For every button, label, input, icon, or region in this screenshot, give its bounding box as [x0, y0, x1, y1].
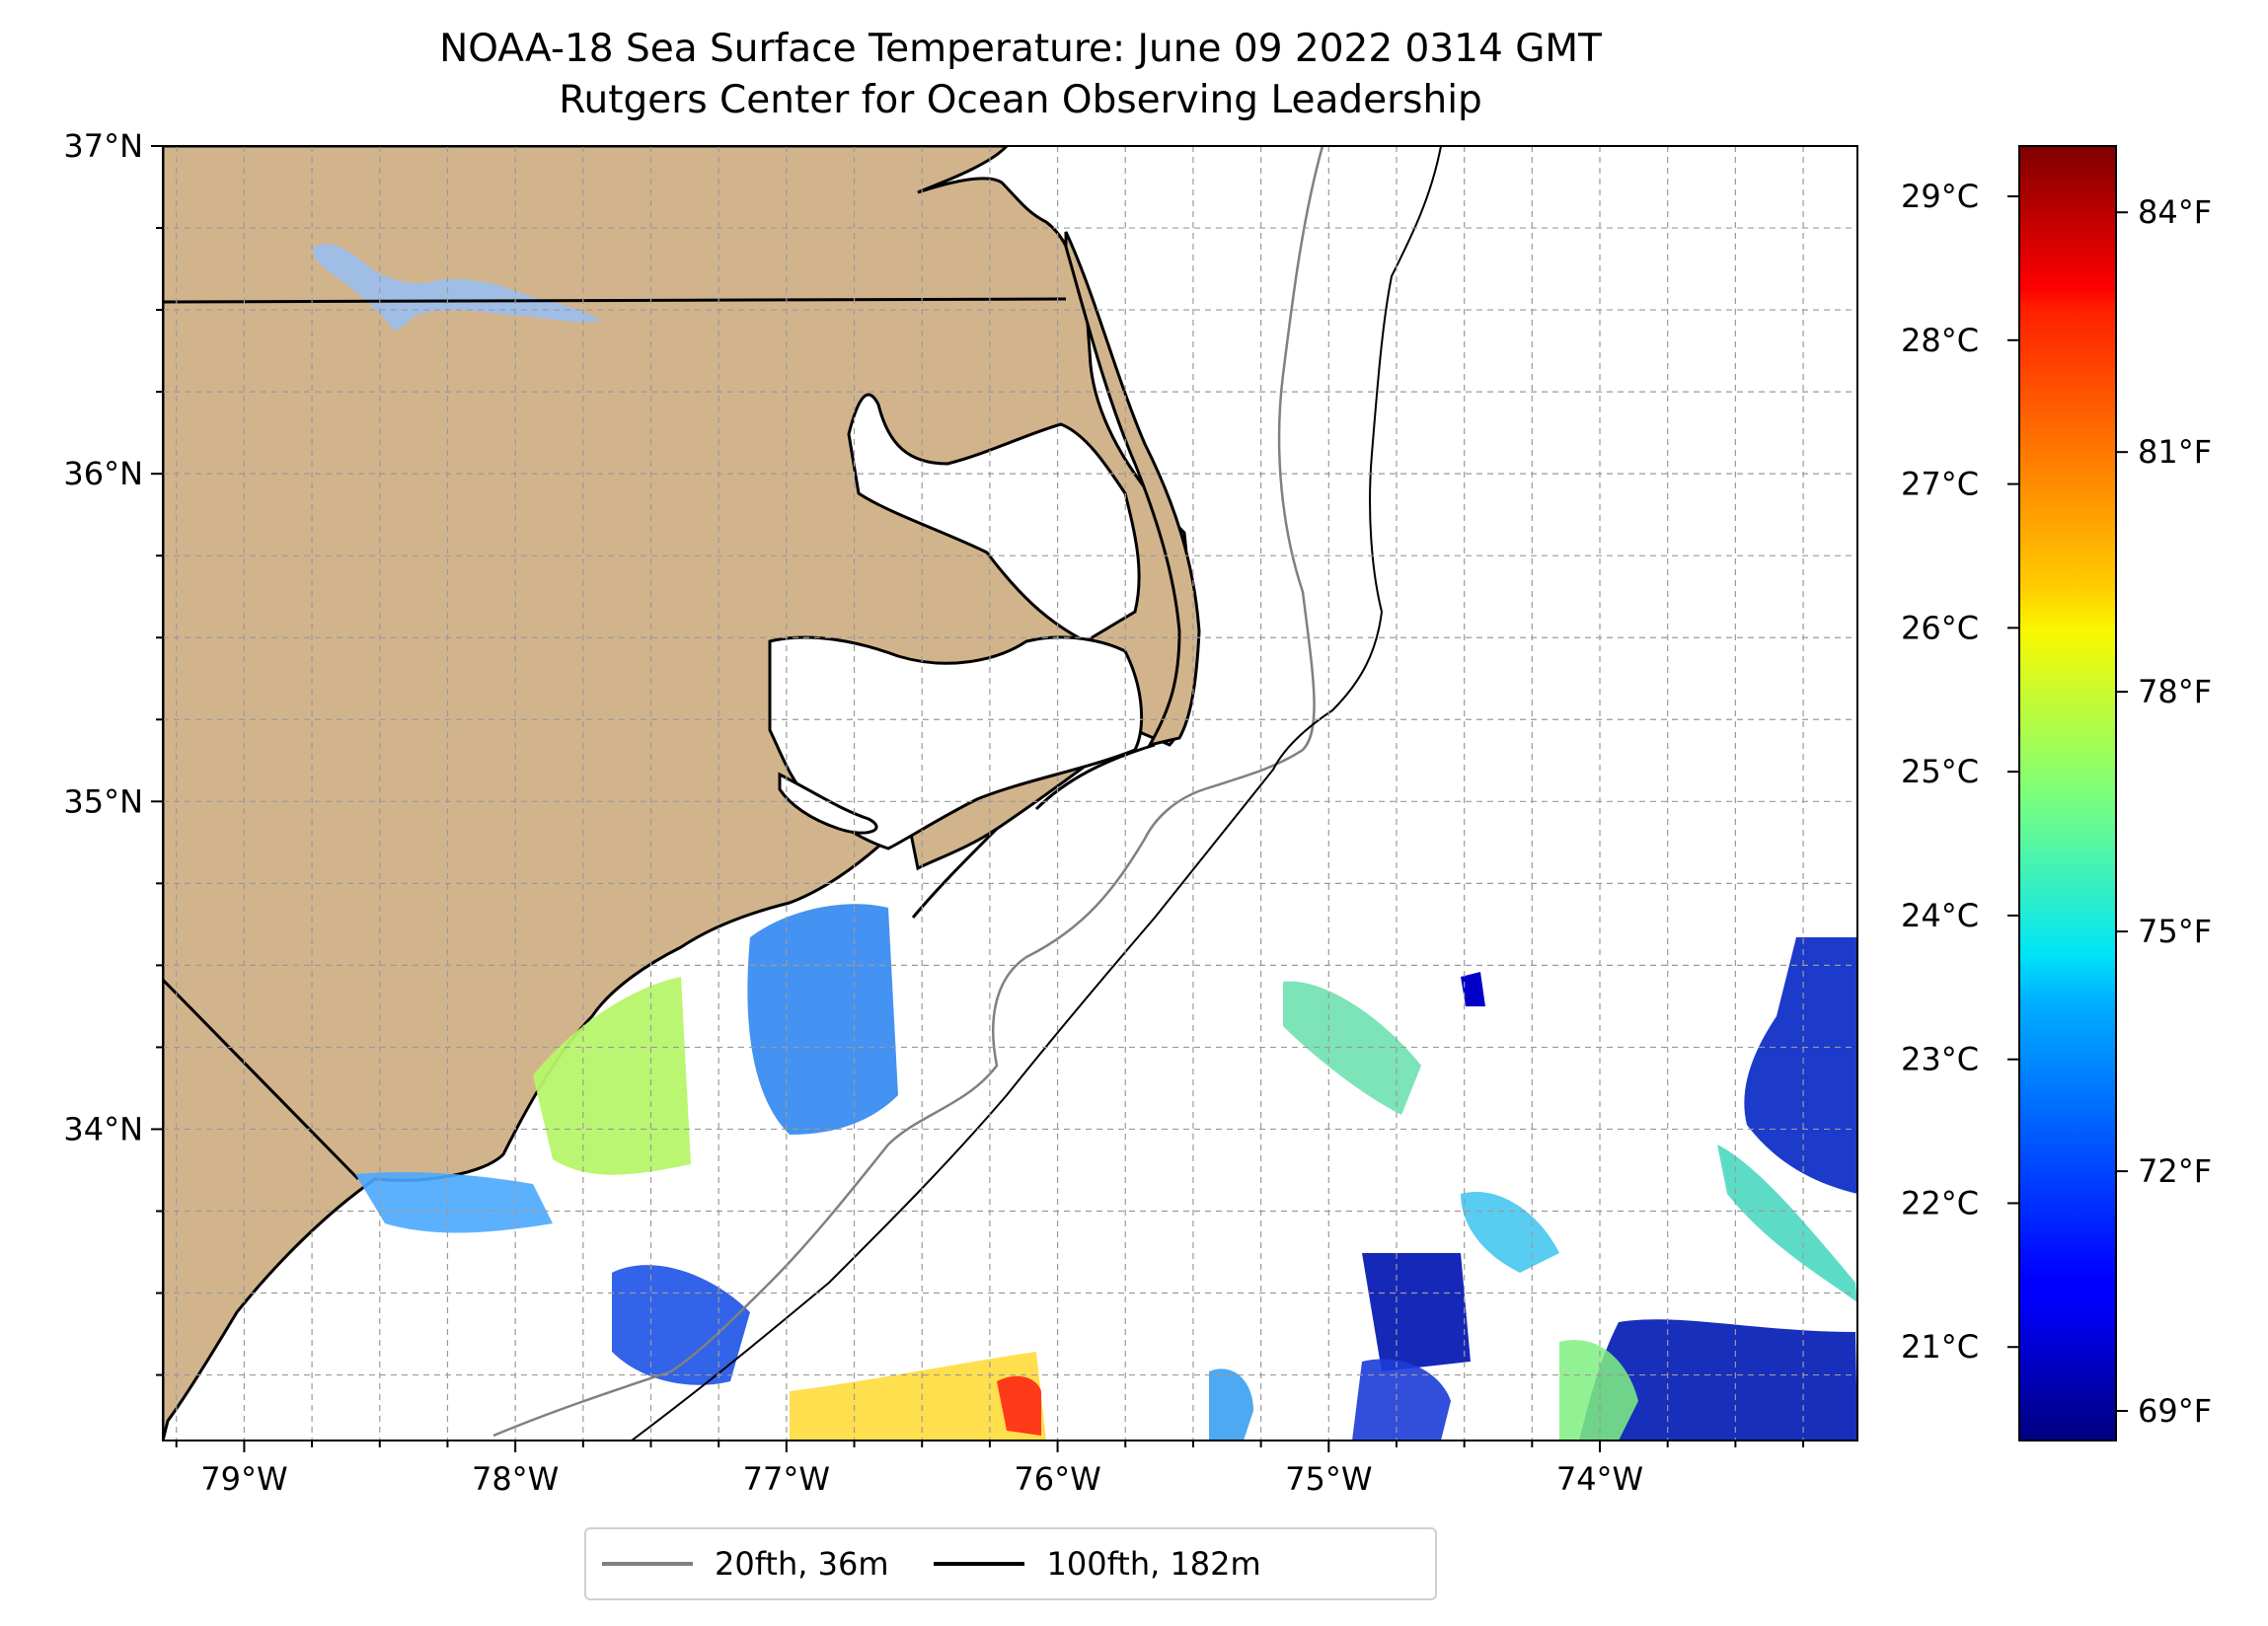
celsius-tick-label: 27°C [1901, 466, 1979, 503]
sst-patch-isolated [1461, 972, 1485, 1006]
kerr-lake [313, 244, 602, 331]
celsius-tick-label: 26°C [1901, 609, 1979, 646]
lat-tick-label: 37°N [63, 127, 143, 165]
state-border-nc-sc [163, 978, 360, 1181]
lat-tick-label: 34°N [63, 1110, 143, 1147]
celsius-tick-label: 24°C [1901, 897, 1979, 934]
legend: 20fth, 36m 100fth, 182m [584, 1527, 1437, 1600]
colorbar-fahrenheit-axis: 84°F 81°F 78°F 75°F 72°F 69°F [2116, 193, 2212, 1430]
sst-patch-east-b [1717, 1145, 1857, 1302]
fahrenheit-tick-label: 81°F [2138, 433, 2212, 471]
state-border-va-nc [163, 297, 1067, 304]
sst-patch-shelf-mid [355, 1172, 553, 1233]
legend-line-100fth [934, 1562, 1025, 1566]
map-title: NOAA-18 Sea Surface Temperature: June 09… [439, 27, 1602, 71]
sst-patch-east-c [1579, 1319, 1857, 1441]
celsius-tick-label: 21°C [1901, 1328, 1979, 1366]
sst-patch-offshore-a [1283, 981, 1421, 1115]
colorbar-celsius-axis: 29°C 28°C 27°C 26°C 25°C 24°C 23°C 22°C 21°C [1901, 178, 2019, 1366]
fahrenheit-tick-label: 84°F [2138, 193, 2212, 231]
sst-patch-south-b [1209, 1368, 1253, 1441]
lat-tick-label: 35°N [63, 782, 143, 820]
isobath-100fth [631, 146, 1442, 1441]
lat-tick-label: 36°N [63, 455, 143, 492]
latitude-axis: 37°N 36°N 35°N 34°N [63, 127, 163, 1376]
sst-patch-offshore-c [1362, 1253, 1471, 1371]
lon-tick-label: 76°W [1014, 1460, 1100, 1498]
lon-tick-label: 77°W [743, 1460, 830, 1498]
sst-patch-warm-core [997, 1375, 1041, 1436]
lon-tick-label: 78°W [472, 1460, 559, 1498]
hatteras-spit [911, 743, 1156, 919]
albemarle-sound [847, 393, 1141, 643]
celsius-tick-label: 25°C [1901, 753, 1979, 790]
legend-label-20fth: 20fth, 36m [715, 1545, 889, 1583]
sst-patch-east-d [1559, 1340, 1638, 1441]
sst-patch-cape-lookout [747, 904, 898, 1135]
celsius-tick-label: 22°C [1901, 1184, 1979, 1221]
fahrenheit-tick-label: 72°F [2138, 1152, 2212, 1190]
gridlines [163, 145, 1857, 1441]
sst-patch-offshore-b [1461, 1192, 1559, 1273]
legend-item-20fth: 20fth, 36m [602, 1545, 888, 1583]
fahrenheit-tick-label: 78°F [2138, 673, 2212, 710]
map-subtitle: Rutgers Center for Ocean Observing Leade… [559, 78, 1482, 122]
map-frame [162, 145, 1858, 1441]
legend-label-100fth: 100fth, 182m [1046, 1545, 1261, 1583]
celsius-tick-label: 29°C [1901, 178, 1979, 215]
lon-tick-label: 75°W [1285, 1460, 1372, 1498]
isobath-20fth [492, 146, 1324, 1438]
celsius-tick-label: 28°C [1901, 322, 1979, 359]
longitude-axis: 79°W 78°W 77°W 76°W 75°W 74°W [175, 1441, 1805, 1498]
sst-patch-offshore-d [1352, 1359, 1451, 1441]
sst-patch-south-shelf [612, 1265, 750, 1385]
neuse-inlet [778, 772, 878, 835]
legend-item-100fth: 100fth, 182m [934, 1545, 1261, 1583]
lon-tick-label: 79°W [200, 1460, 287, 1498]
legend-line-20fth [602, 1562, 693, 1566]
fahrenheit-tick-label: 69°F [2138, 1392, 2212, 1430]
celsius-tick-label: 23°C [1901, 1041, 1979, 1078]
lon-tick-label: 74°W [1556, 1460, 1643, 1498]
colorbar [2018, 145, 2117, 1441]
fahrenheit-tick-label: 75°F [2138, 913, 2212, 950]
